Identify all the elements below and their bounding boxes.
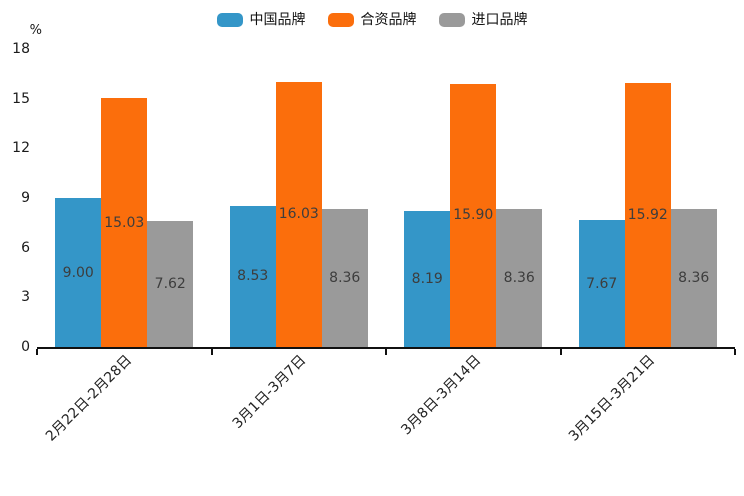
y-axis-tick-label: 3 <box>21 289 30 306</box>
x-axis-tick <box>734 349 736 355</box>
bar-value-label: 15.03 <box>104 214 145 231</box>
legend-item-3[interactable]: 进口品牌 <box>438 12 528 28</box>
bar-value-label: 8.36 <box>678 269 710 286</box>
bar-series3-cat4: 8.36 <box>670 208 717 347</box>
y-axis-tick-label: 9 <box>21 190 30 206</box>
legend-swatch-icon <box>438 13 465 27</box>
y-axis-tick-label: 12 <box>12 140 30 157</box>
bar-series3-cat1: 7.62 <box>147 220 194 347</box>
y-axis-tick-label: 0 <box>21 339 30 355</box>
bar-series2-cat1: 15.03 <box>101 98 148 347</box>
bar-series1-cat3: 8.19 <box>404 211 451 347</box>
legend-label: 进口品牌 <box>471 12 528 28</box>
x-axis-tick <box>210 349 213 355</box>
legend-label: 合资品牌 <box>360 12 417 28</box>
legend-item-2[interactable]: 合资品牌 <box>327 12 417 28</box>
bar-series1-cat4: 7.67 <box>578 220 625 347</box>
plot-area: 9.00 15.03 7.62 8.53 16.03 8.36 8.19 15.90 8.36 7… <box>37 49 735 349</box>
bar-series2-cat4: 15.92 <box>624 83 671 347</box>
bar-value-label: 9.00 <box>62 264 94 281</box>
x-axis-label: 3月15日-3月21日 <box>566 352 659 445</box>
legend-label: 中国品牌 <box>249 12 306 28</box>
y-axis-tick-label: 18 <box>12 41 30 57</box>
x-axis-label: 2月22日-2月28日 <box>42 352 135 445</box>
x-axis-tick <box>559 349 562 355</box>
bar-value-label: 7.67 <box>586 275 618 292</box>
bar-value-label: 8.36 <box>329 269 361 286</box>
bar-series3-cat2: 8.36 <box>321 208 368 347</box>
legend-item-1[interactable]: 中国品牌 <box>216 12 306 28</box>
y-axis-unit-label: % <box>29 23 42 38</box>
bar-value-label: 8.19 <box>411 271 443 288</box>
bar-series3-cat3: 8.36 <box>496 208 543 347</box>
bar-value-label: 15.90 <box>453 207 494 224</box>
bar-value-label: 8.36 <box>503 269 535 286</box>
bar-value-label: 7.62 <box>154 275 186 292</box>
legend-swatch-icon <box>327 13 354 27</box>
y-axis-tick-label: 6 <box>21 239 30 256</box>
bar-series1-cat1: 9.00 <box>55 198 102 347</box>
y-axis-tick-label: 15 <box>12 90 30 107</box>
x-axis-tick <box>36 349 38 355</box>
bar-value-label: 16.03 <box>278 206 319 223</box>
bar-value-label: 8.53 <box>237 268 269 285</box>
legend-swatch-icon <box>216 13 243 27</box>
bar-value-label: 15.92 <box>627 207 668 224</box>
x-axis-label: 3月8日-3月14日 <box>397 352 484 439</box>
bar-series2-cat2: 16.03 <box>275 81 322 347</box>
x-axis-label: 3月1日-3月7日 <box>229 352 310 432</box>
bar-series2-cat3: 15.90 <box>450 83 497 347</box>
x-axis-tick <box>385 349 387 355</box>
legend: 中国品牌 合资品牌 进口品牌 <box>0 8 744 32</box>
bar-series1-cat2: 8.53 <box>229 205 276 347</box>
